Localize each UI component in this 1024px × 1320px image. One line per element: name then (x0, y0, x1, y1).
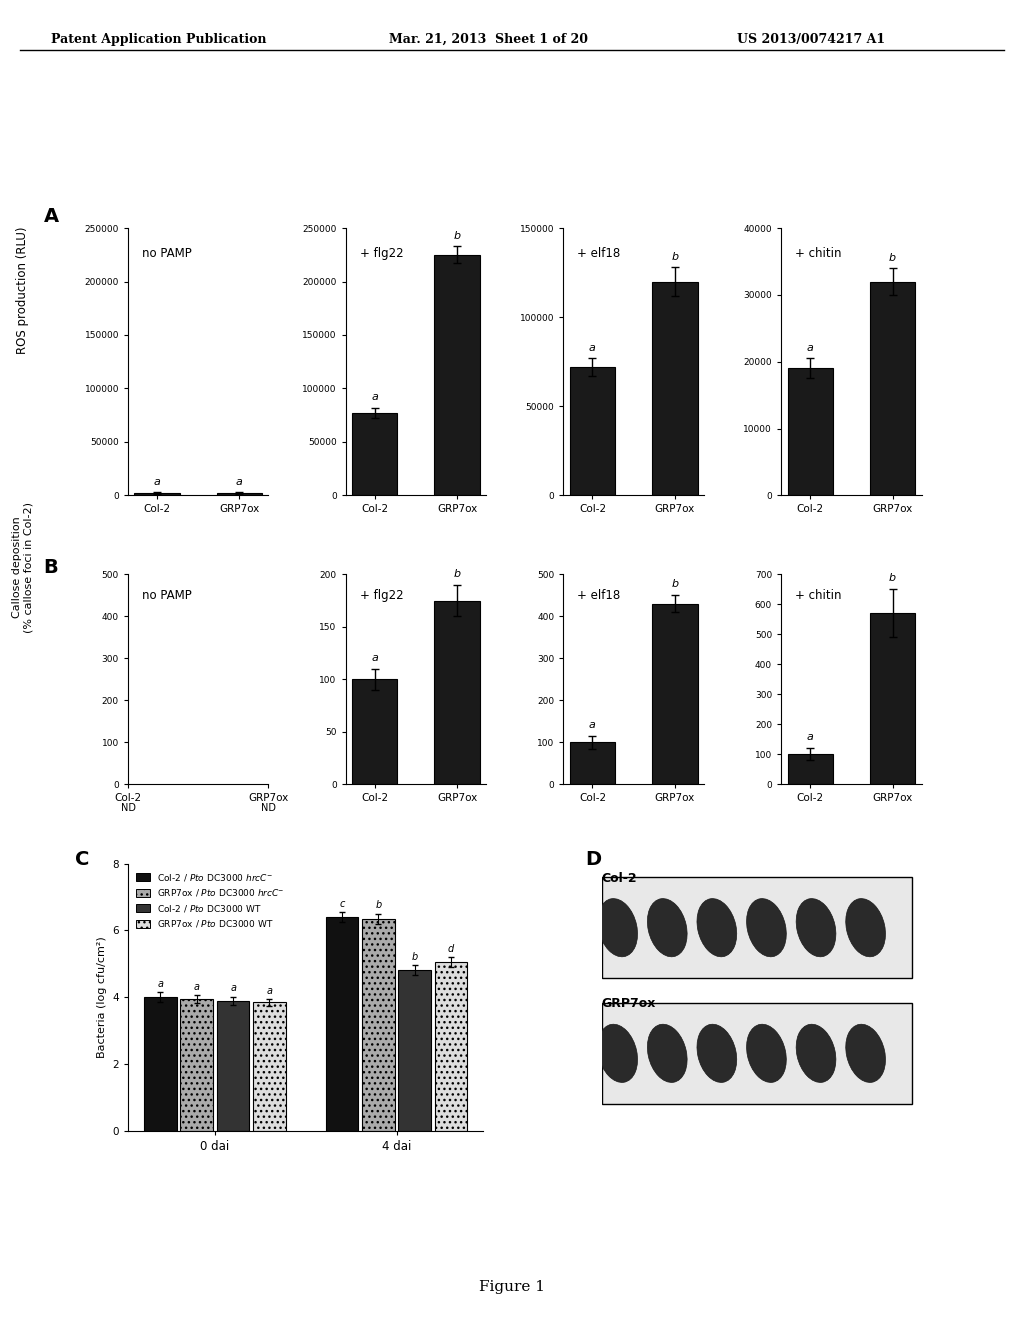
Text: Figure 1: Figure 1 (479, 1280, 545, 1294)
Text: + elf18: + elf18 (578, 589, 621, 602)
Text: Callose deposition
(% callose foci in Col-2): Callose deposition (% callose foci in Co… (11, 502, 34, 634)
Text: B: B (44, 557, 58, 577)
Bar (352, 413, 397, 495)
Text: d: d (447, 944, 454, 954)
Bar (134, 494, 179, 495)
Text: a: a (266, 986, 272, 995)
Bar (217, 1001, 250, 1131)
Ellipse shape (796, 1024, 836, 1082)
Bar (362, 919, 394, 1131)
Ellipse shape (598, 899, 638, 957)
Ellipse shape (746, 1024, 786, 1082)
Bar (652, 281, 697, 495)
Text: b: b (454, 231, 461, 240)
Text: ND: ND (261, 804, 275, 813)
Text: A: A (44, 207, 58, 226)
Ellipse shape (846, 899, 886, 957)
Bar (434, 962, 467, 1131)
Bar (217, 494, 262, 495)
Text: a: a (236, 477, 243, 487)
Text: b: b (889, 573, 896, 583)
Bar (434, 255, 480, 495)
Bar (787, 755, 833, 784)
Text: c: c (339, 899, 345, 908)
Ellipse shape (746, 899, 786, 957)
Bar (569, 367, 615, 495)
Ellipse shape (697, 1024, 736, 1082)
Text: US 2013/0074217 A1: US 2013/0074217 A1 (737, 33, 886, 46)
FancyBboxPatch shape (602, 1002, 912, 1104)
Text: + flg22: + flg22 (359, 589, 403, 602)
Text: C: C (75, 850, 89, 869)
Bar (326, 917, 358, 1131)
Bar (569, 742, 615, 784)
Ellipse shape (647, 1024, 687, 1082)
Bar (787, 368, 833, 495)
Text: a: a (372, 392, 378, 403)
Text: Col-2: Col-2 (602, 871, 637, 884)
Bar (352, 680, 397, 784)
Text: + elf18: + elf18 (578, 247, 621, 260)
Text: a: a (807, 343, 814, 352)
Text: Mar. 21, 2013  Sheet 1 of 20: Mar. 21, 2013 Sheet 1 of 20 (389, 33, 588, 46)
Text: a: a (807, 733, 814, 742)
Text: a: a (230, 983, 237, 993)
Text: no PAMP: no PAMP (142, 247, 191, 260)
Text: + flg22: + flg22 (359, 247, 403, 260)
Text: + chitin: + chitin (796, 589, 842, 602)
Bar (870, 281, 915, 495)
Y-axis label: Bacteria (log cfu/cm²): Bacteria (log cfu/cm²) (97, 936, 106, 1059)
Bar (253, 1002, 286, 1131)
Text: no PAMP: no PAMP (142, 589, 191, 602)
Text: a: a (154, 477, 161, 487)
Bar (180, 999, 213, 1131)
FancyBboxPatch shape (602, 876, 912, 978)
Text: b: b (375, 900, 382, 911)
Bar (398, 970, 431, 1131)
Text: b: b (889, 253, 896, 263)
Text: a: a (158, 979, 164, 989)
Text: Patent Application Publication: Patent Application Publication (51, 33, 266, 46)
Bar (870, 614, 915, 784)
Text: + chitin: + chitin (796, 247, 842, 260)
Bar (652, 603, 697, 784)
Text: ROS production (RLU): ROS production (RLU) (16, 227, 29, 354)
Legend: Col-2 / $\it{Pto}$ DC3000 $\it{hrcC}$$^{-}$, GRP7ox / $\it{Pto}$ DC3000 $\it{hrc: Col-2 / $\it{Pto}$ DC3000 $\it{hrcC}$$^{… (132, 869, 288, 933)
Text: GRP7ox: GRP7ox (602, 997, 656, 1010)
Text: b: b (412, 952, 418, 962)
Bar (144, 997, 177, 1131)
Text: a: a (372, 652, 378, 663)
Ellipse shape (647, 899, 687, 957)
Text: a: a (194, 982, 200, 991)
Bar (434, 601, 480, 784)
Text: a: a (589, 719, 596, 730)
Text: D: D (586, 850, 602, 869)
Ellipse shape (796, 899, 836, 957)
Text: ND: ND (121, 804, 135, 813)
Text: a: a (589, 343, 596, 352)
Ellipse shape (697, 899, 736, 957)
Text: b: b (672, 579, 679, 589)
Text: b: b (454, 569, 461, 578)
Text: b: b (672, 252, 679, 261)
Ellipse shape (846, 1024, 886, 1082)
Ellipse shape (598, 1024, 638, 1082)
